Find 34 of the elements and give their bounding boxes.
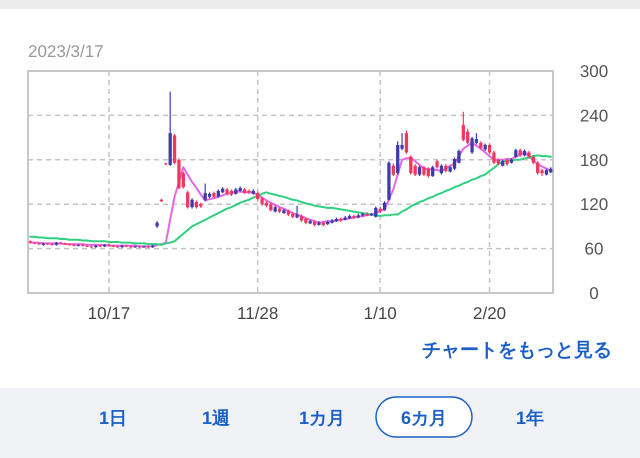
x-tick-label: 11/28 (237, 304, 278, 323)
candlestick (382, 200, 386, 212)
candlestick (374, 206, 378, 218)
candlestick (186, 190, 190, 210)
text: 1カ月 (298, 408, 346, 428)
candlestick (457, 148, 461, 164)
candlestick (404, 130, 408, 154)
text: 6カ月 (400, 408, 448, 428)
y-tick-label: 120 (580, 195, 608, 214)
x-tick-label: 10/17 (88, 304, 130, 323)
candlestick (204, 182, 207, 202)
candlestick (470, 136, 474, 154)
candlestick (440, 164, 444, 176)
candlestick (536, 160, 540, 176)
candlestick (426, 166, 430, 178)
candlestick (422, 165, 426, 177)
y-tick-label: 240 (580, 106, 608, 126)
candlestick (418, 165, 422, 177)
y-tick-label: 180 (580, 150, 608, 170)
text: 1日 (98, 408, 128, 428)
candlestick (492, 150, 496, 165)
text: 2023/3/17 (28, 42, 104, 61)
text: 1週 (202, 408, 230, 428)
y-tick-label: 300 (580, 62, 608, 81)
y-tick-label: 60 (584, 240, 604, 259)
candlestick (431, 165, 434, 178)
candlestick (488, 142, 492, 154)
candlestick (392, 162, 395, 177)
y-tick-label: 0 (589, 284, 599, 303)
x-tick-label: 1/10 (364, 304, 397, 323)
candlestick (295, 205, 299, 219)
text: 1年 (516, 408, 544, 428)
x-tick-label: 2/20 (473, 304, 506, 323)
text: チャートをもっと見る (422, 340, 612, 361)
